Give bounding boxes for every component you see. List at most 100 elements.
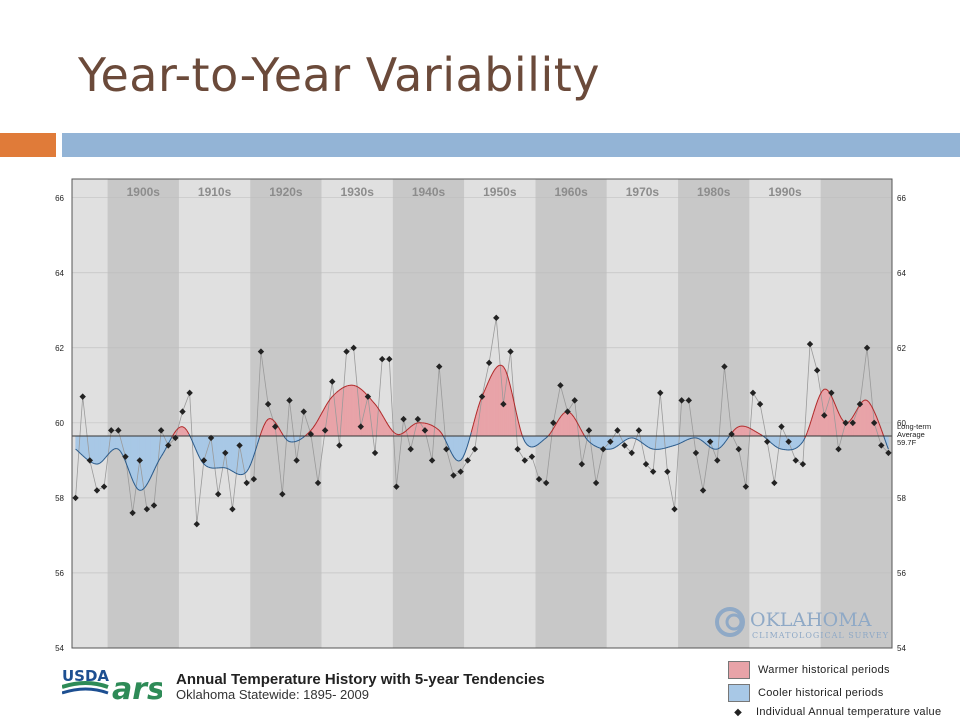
cool-area <box>458 435 461 462</box>
warmer-swatch-icon <box>728 661 750 679</box>
annual-point <box>428 457 436 464</box>
tendency-segment <box>329 396 333 400</box>
warm-area <box>329 396 333 437</box>
tendency-segment <box>886 445 889 450</box>
decade-band <box>678 179 750 648</box>
legend-cooler-label: Cooler historical periods <box>758 687 884 699</box>
warm-area <box>428 423 431 437</box>
tendency-segment <box>353 384 356 387</box>
tendency-segment <box>552 426 556 431</box>
tendency-segment <box>515 412 519 422</box>
annual-point <box>756 400 764 408</box>
tendency-segment <box>569 412 573 415</box>
cool-area <box>82 435 86 459</box>
svg-text:CLIMATOLOGICAL SURVEY: CLIMATOLOGICAL SURVEY <box>752 631 889 640</box>
svg-text:ars: ars <box>112 672 162 705</box>
tendency-segment <box>321 409 325 414</box>
cool-area <box>233 435 237 474</box>
tendency-segment <box>622 439 626 443</box>
tendency-segment <box>744 425 748 428</box>
temperature-chart: 1900s 1910s 1920s 1930s 1940s 1950s 1960s 1970s… <box>55 178 931 653</box>
y-tick-label-left: 54 <box>55 644 64 653</box>
annual-point <box>471 445 479 453</box>
tendency-segment <box>855 406 859 411</box>
annual-point <box>179 408 186 415</box>
y-tick-label-right: 62 <box>897 344 906 353</box>
slide-title: Year-to-Year Variability <box>78 48 600 102</box>
tendency-segment <box>100 459 104 463</box>
tendency-segment <box>794 447 797 450</box>
cool-area <box>781 435 784 450</box>
tendency-segment <box>387 424 391 429</box>
cool-area <box>531 435 534 448</box>
tendency-segment <box>747 426 750 429</box>
warm-area <box>869 401 872 437</box>
tendency-segment <box>695 437 699 439</box>
tendency-segment <box>642 442 645 446</box>
warm-area <box>744 426 748 437</box>
annual-point <box>635 427 643 434</box>
annual-point <box>885 449 892 457</box>
warm-area <box>565 411 568 437</box>
tendency-segment <box>109 450 113 453</box>
y-tick-label-left: 62 <box>55 344 64 353</box>
cool-area <box>714 435 718 450</box>
tendency-segment <box>325 402 329 407</box>
tendency-segment <box>853 410 857 415</box>
tendency-segment <box>665 446 669 449</box>
y-tick-label-right: 58 <box>897 494 906 503</box>
warm-area <box>492 368 496 437</box>
tendency-segment <box>485 381 489 387</box>
annual-point <box>607 438 614 445</box>
oklahoma-climatological-survey-logo: OKLAHOMA CLIMATOLOGICAL SURVEY <box>712 604 892 649</box>
tendency-segment <box>539 440 543 444</box>
legend-points-label: Individual Annual temperature value <box>756 706 942 718</box>
annual-point <box>828 389 835 397</box>
tendency-segment <box>774 445 778 448</box>
tendency-segment <box>445 440 449 446</box>
tendency-segment <box>616 444 620 447</box>
tendency-segment <box>160 452 164 457</box>
tendency-segment <box>426 422 429 425</box>
decade-label: 1920s <box>269 185 303 199</box>
tendency-segment <box>588 441 592 444</box>
tendency-segment <box>84 457 88 460</box>
annual-point <box>307 430 315 438</box>
tendency-segment <box>415 422 418 424</box>
tendency-segment <box>815 399 819 407</box>
tendency-segment <box>522 436 526 442</box>
tendency-segment <box>731 429 735 433</box>
warm-area <box>430 424 433 437</box>
annual-point <box>407 445 414 453</box>
tendency-segment <box>832 398 836 405</box>
annual-point <box>229 505 236 513</box>
tendency-segment <box>876 416 880 424</box>
tendency-segment <box>173 430 177 434</box>
tendency-segment <box>851 414 855 419</box>
tendency-segment <box>126 465 130 472</box>
tendency-segment <box>757 432 761 435</box>
warm-area <box>364 391 367 437</box>
warm-area <box>483 386 487 437</box>
tendency-segment <box>537 442 541 446</box>
tendency-segment <box>299 437 303 440</box>
annual-point <box>742 483 750 490</box>
y-tick-label-left: 60 <box>55 419 64 428</box>
tendency-segment <box>573 416 577 421</box>
tendency-segment <box>274 421 278 425</box>
tendency-segment <box>359 388 363 391</box>
annual-point <box>172 434 179 442</box>
tendency-segment <box>284 437 288 441</box>
tendency-segment <box>502 366 506 371</box>
tendency-segment <box>323 405 327 410</box>
tendency-segment <box>676 443 679 446</box>
legend-warmer-label: Warmer historical periods <box>758 664 890 676</box>
cool-area <box>665 435 669 449</box>
annual-point <box>542 479 550 487</box>
annual-point <box>749 389 757 397</box>
annual-point <box>279 490 286 498</box>
tendency-segment <box>800 441 804 445</box>
tendency-segment <box>363 391 367 395</box>
cool-area <box>648 435 652 449</box>
tendency-segment <box>772 444 776 447</box>
